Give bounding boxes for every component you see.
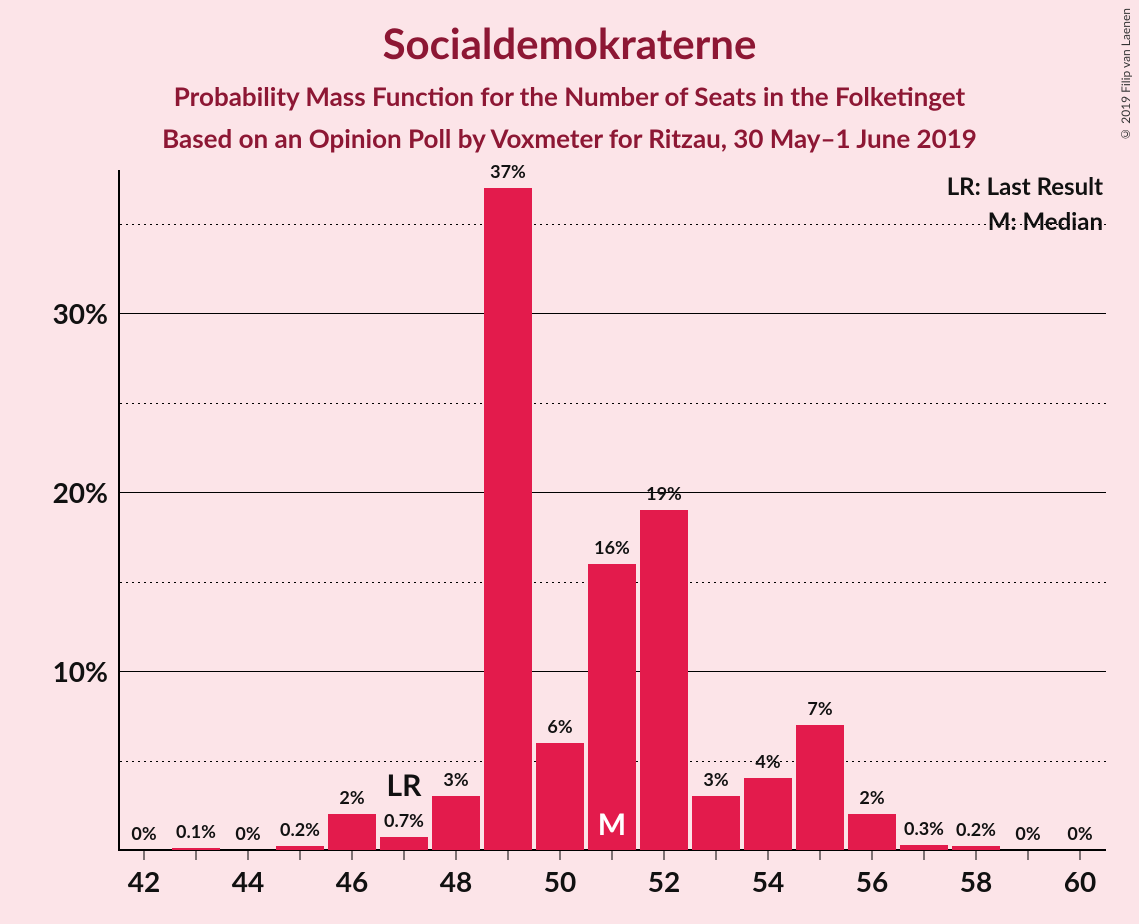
bar-value-label: 3% <box>703 768 728 790</box>
bar: 2% <box>848 814 896 850</box>
x-tick <box>300 850 301 860</box>
x-tick <box>144 850 145 860</box>
x-tick-label: 50 <box>544 864 576 898</box>
x-tick <box>664 850 665 860</box>
x-tick-label: 58 <box>960 864 992 898</box>
bar: 3% <box>692 796 740 850</box>
x-tick <box>768 850 769 860</box>
bar-value-label: 0% <box>1067 822 1092 844</box>
bar-value-label: 0.3% <box>904 817 944 839</box>
x-tick-label: 48 <box>440 864 472 898</box>
bar-value-label: 6% <box>547 715 572 737</box>
bar: 0.7% <box>380 837 428 850</box>
x-tick <box>976 850 977 860</box>
x-tick <box>560 850 561 860</box>
x-tick <box>508 850 509 860</box>
chart-title: Socialdemokraterne <box>0 18 1139 68</box>
bar: 0.2% <box>952 846 1000 850</box>
x-tick <box>352 850 353 860</box>
bar-value-label: 2% <box>859 786 884 808</box>
plot-area: 10%20%30%424446485052545658600%0.1%0%0.2… <box>118 170 1106 850</box>
bar: 0.2% <box>276 846 324 850</box>
bar-value-label: 0% <box>1015 822 1040 844</box>
bar-value-label: 0.1% <box>176 820 216 842</box>
bar-value-label: 0.7% <box>384 809 424 831</box>
y-axis <box>118 170 120 850</box>
bar: 6% <box>536 743 584 850</box>
x-tick <box>248 850 249 860</box>
title-block: Socialdemokraterne Probability Mass Func… <box>0 18 1139 154</box>
x-tick <box>924 850 925 860</box>
bar: 0.3% <box>900 845 948 850</box>
bar: 19% <box>640 510 688 850</box>
bar: 37% <box>484 188 532 850</box>
bar-value-label: 0.2% <box>956 818 996 840</box>
gridline-minor <box>118 403 1106 404</box>
x-tick <box>872 850 873 860</box>
chart-subtitle-1: Probability Mass Function for the Number… <box>0 80 1139 112</box>
x-tick <box>1080 850 1081 860</box>
bar-value-label: 0% <box>131 822 156 844</box>
bar: 16%M <box>588 564 636 850</box>
bar: 3% <box>432 796 480 850</box>
x-tick <box>716 850 717 860</box>
bar-value-label: 16% <box>594 536 630 558</box>
x-tick <box>1028 850 1029 860</box>
median-marker: M <box>598 806 626 842</box>
x-tick <box>456 850 457 860</box>
y-tick-label: 20% <box>53 475 108 509</box>
x-tick-label: 60 <box>1064 864 1096 898</box>
bar-value-label: 7% <box>807 697 832 719</box>
x-tick <box>612 850 613 860</box>
gridline-major <box>118 492 1106 493</box>
bar: 2% <box>328 814 376 850</box>
bar-value-label: 19% <box>646 482 682 504</box>
bar-value-label: 2% <box>339 786 364 808</box>
bar-value-label: 0.2% <box>280 818 320 840</box>
y-tick-label: 30% <box>53 296 108 330</box>
bar-value-label: 3% <box>443 768 468 790</box>
bar-value-label: 37% <box>490 160 526 182</box>
gridline-major <box>118 313 1106 314</box>
bar: 7% <box>796 725 844 850</box>
x-tick-label: 56 <box>856 864 888 898</box>
x-tick-label: 52 <box>648 864 680 898</box>
x-tick <box>404 850 405 860</box>
x-tick-label: 54 <box>752 864 784 898</box>
x-tick-label: 42 <box>128 864 160 898</box>
bar-value-label: 0% <box>235 822 260 844</box>
y-tick-label: 10% <box>53 654 108 688</box>
x-tick-label: 46 <box>336 864 368 898</box>
last-result-marker: LR <box>387 767 422 803</box>
bar: 4% <box>744 778 792 850</box>
x-tick <box>820 850 821 860</box>
gridline-minor <box>118 224 1106 225</box>
x-tick <box>196 850 197 860</box>
x-tick-label: 44 <box>232 864 264 898</box>
bar: 0.1% <box>172 848 220 850</box>
bar-value-label: 4% <box>755 750 780 772</box>
chart-subtitle-2: Based on an Opinion Poll by Voxmeter for… <box>0 122 1139 154</box>
